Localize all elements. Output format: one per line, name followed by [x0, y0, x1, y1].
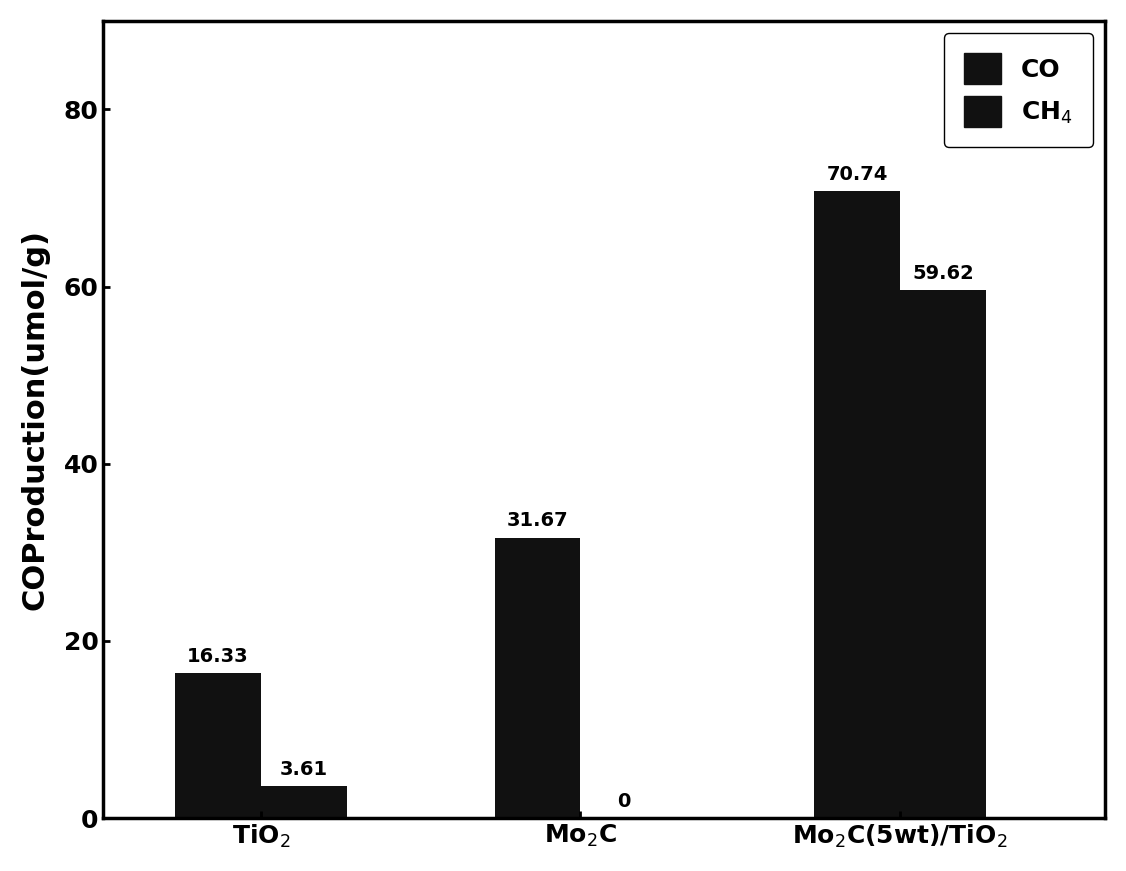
Text: 31.67: 31.67	[507, 511, 569, 530]
Text: 3.61: 3.61	[279, 760, 328, 779]
Bar	[900, 290, 986, 818]
Bar	[175, 673, 261, 818]
Text: 59.62: 59.62	[912, 264, 974, 283]
Y-axis label: COProduction(umol/g): COProduction(umol/g)	[21, 229, 50, 610]
Bar	[494, 537, 581, 818]
Bar	[261, 787, 347, 818]
Bar	[814, 192, 900, 818]
Legend: CO, CH$_4$: CO, CH$_4$	[944, 33, 1092, 147]
Text: 0: 0	[617, 792, 631, 811]
Text: 70.74: 70.74	[826, 165, 887, 185]
Text: 16.33: 16.33	[187, 647, 249, 666]
